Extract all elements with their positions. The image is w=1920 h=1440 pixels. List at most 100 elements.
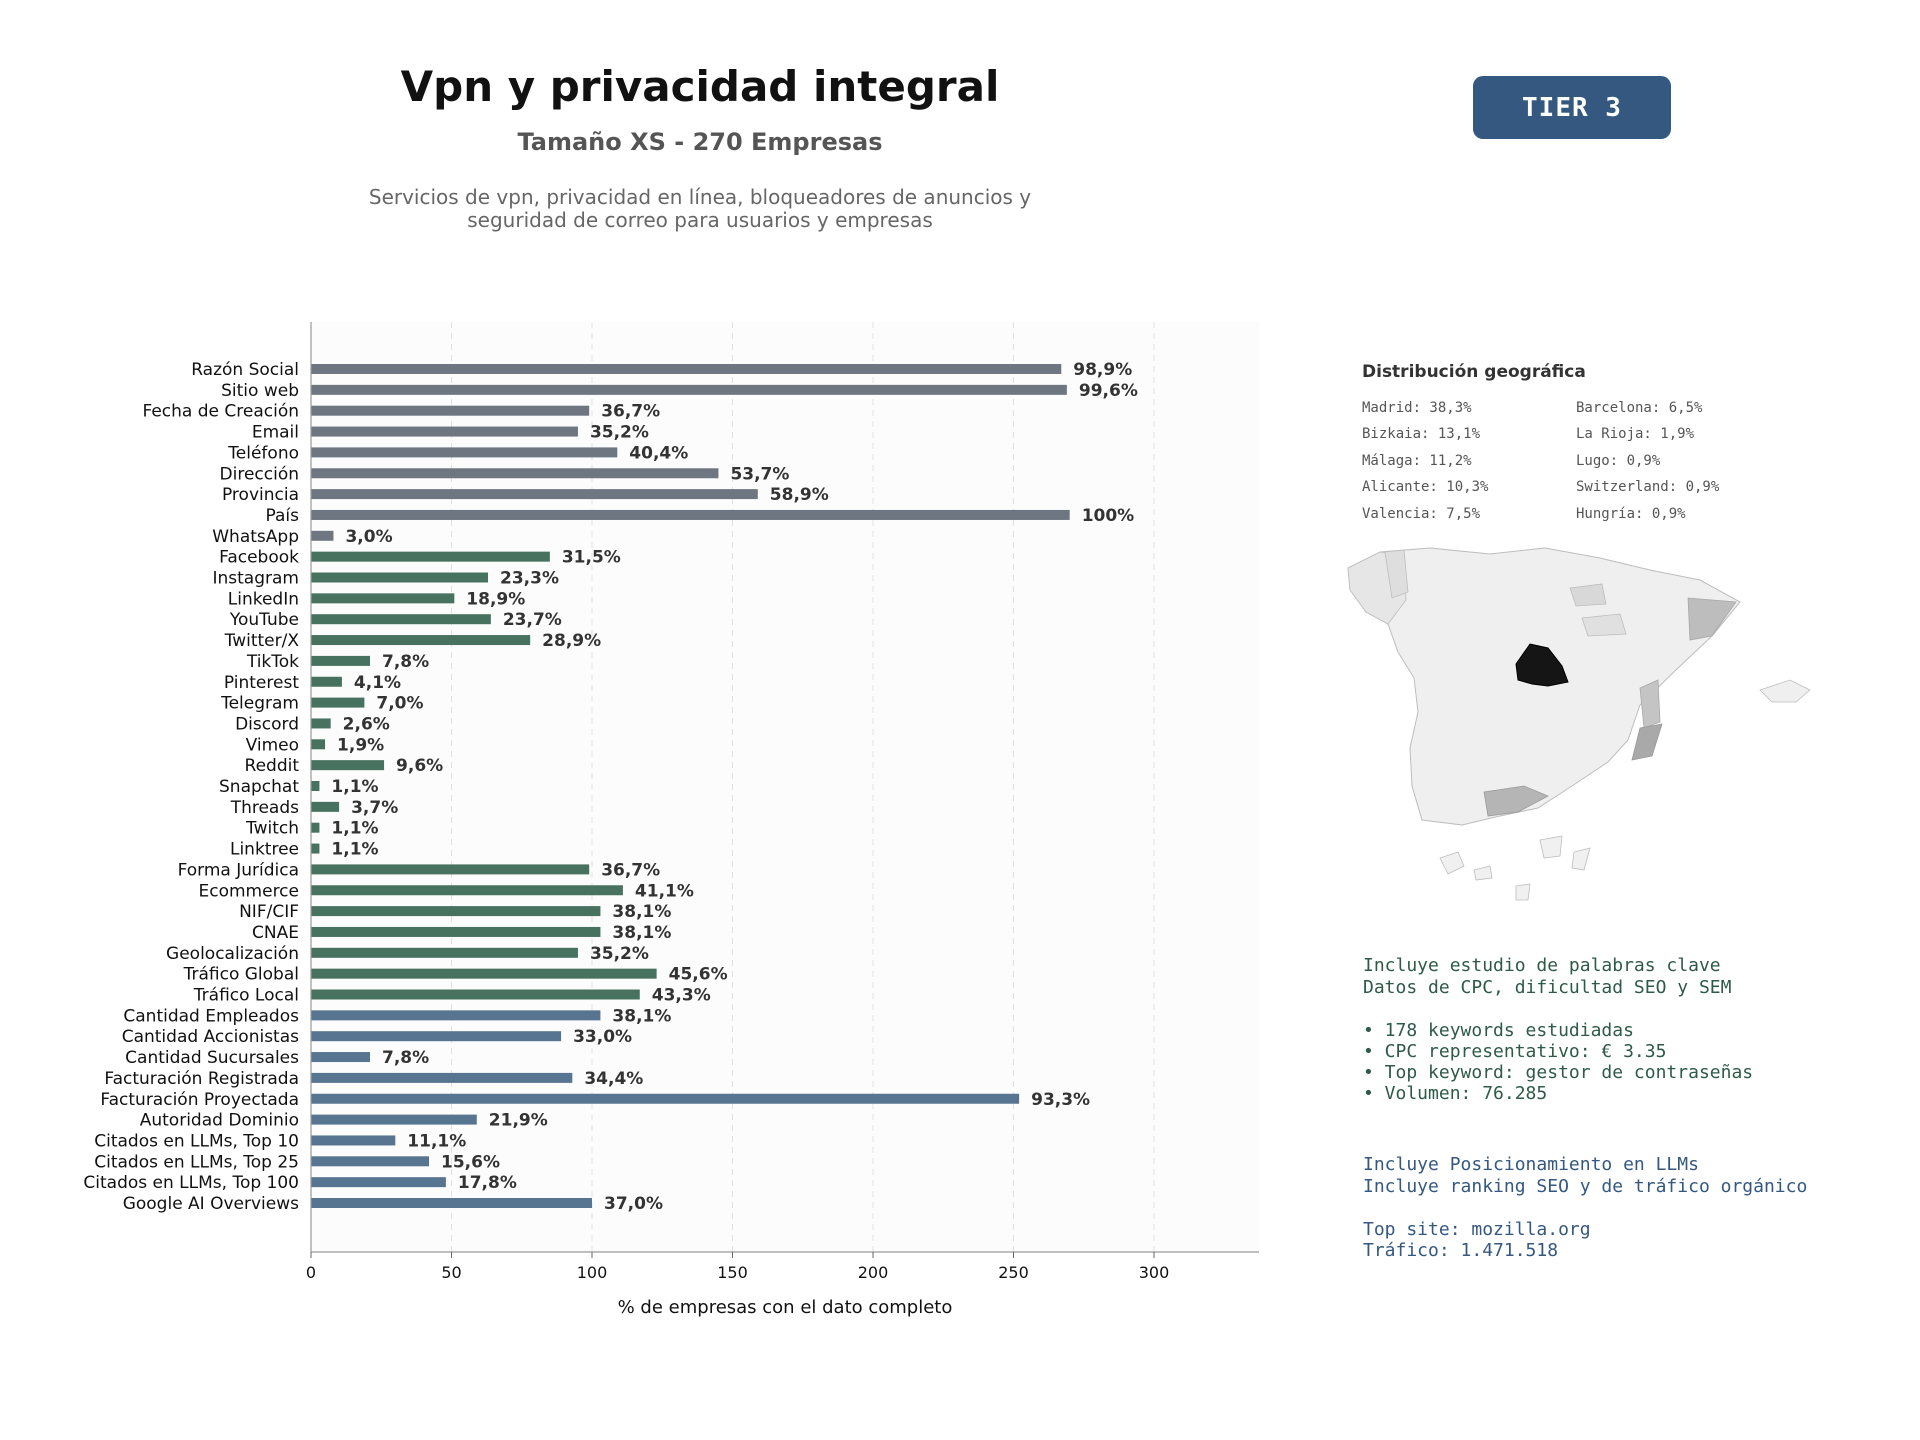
value-label: 100% [1082, 506, 1135, 526]
value-label: 18,9% [466, 589, 525, 609]
bar [311, 426, 578, 437]
bar [311, 1114, 477, 1125]
value-label: 41,1% [635, 881, 694, 901]
bar [311, 1072, 573, 1083]
value-label: 38,1% [612, 1006, 671, 1026]
value-label: 98,9% [1073, 360, 1132, 380]
llm-line-2: Incluye ranking SEO y de tráfico orgánic… [1363, 1176, 1808, 1197]
x-axis-label: % de empresas con el dato completo [618, 1297, 953, 1318]
region-malaga [1483, 785, 1549, 817]
value-label: 40,4% [629, 443, 688, 463]
value-label: 1,9% [337, 735, 384, 755]
category-label: Google AI Overviews [123, 1194, 299, 1214]
category-label: Vimeo [246, 735, 299, 755]
geo-item: Valencia: 7,5% [1362, 506, 1481, 522]
geo-item: Madrid: 38,3% [1362, 400, 1472, 416]
bar [311, 364, 1062, 374]
category-label: Citados en LLMs, Top 10 [94, 1131, 299, 1151]
value-label: 38,1% [612, 902, 671, 922]
value-label: 37,0% [604, 1194, 663, 1214]
bar [311, 509, 1070, 520]
bar [311, 593, 455, 604]
category-label: Email [252, 423, 299, 443]
category-label: Tráfico Local [193, 986, 299, 1006]
category-label: Facebook [219, 548, 299, 568]
value-label: 99,6% [1079, 381, 1138, 401]
category-label: YouTube [229, 610, 299, 630]
category-label: Facturación Proyectada [100, 1090, 299, 1110]
category-label: CNAE [252, 923, 299, 943]
value-label: 3,0% [345, 527, 392, 547]
value-label: 36,7% [601, 402, 660, 422]
value-label: 33,0% [573, 1027, 632, 1047]
region-valencia [1639, 679, 1661, 729]
top-site: Top site: mozilla.org [1363, 1219, 1591, 1240]
category-label: Dirección [220, 464, 299, 484]
category-label: Fecha de Creación [142, 402, 299, 422]
category-label: Snapchat [219, 777, 299, 797]
value-label: 38,1% [612, 923, 671, 943]
value-label: 93,3% [1031, 1090, 1090, 1110]
seo-bullet: • Volumen: 76.285 [1363, 1083, 1548, 1104]
value-label: 2,6% [343, 714, 390, 734]
seo-bullet: • CPC representativo: € 3.35 [1363, 1041, 1667, 1062]
bar [311, 489, 758, 500]
value-label: 1,1% [331, 777, 378, 797]
category-label: Forma Jurídica [178, 860, 299, 880]
bar [311, 822, 320, 833]
bar [311, 906, 601, 917]
value-label: 36,7% [601, 860, 660, 880]
geo-item: Switzerland: 0,9% [1576, 479, 1720, 495]
x-tick-label: 50 [441, 1263, 461, 1282]
value-label: 23,7% [503, 610, 562, 630]
region-lugo [1384, 549, 1409, 599]
bar [311, 655, 371, 666]
region-alicante [1631, 723, 1663, 761]
bar [311, 968, 657, 979]
x-tick-label: 150 [717, 1263, 748, 1282]
value-label: 7,8% [382, 1048, 429, 1068]
category-label: Reddit [245, 756, 300, 776]
description-line-1: Servicios de vpn, privacidad en línea, b… [368, 185, 1032, 209]
bar [311, 1156, 430, 1167]
value-label: 11,1% [407, 1131, 466, 1151]
value-label: 34,4% [584, 1069, 643, 1089]
region-la-rioja [1581, 613, 1627, 637]
map-peninsula [1347, 547, 1741, 826]
category-label: Razón Social [191, 360, 299, 380]
bar [311, 1135, 396, 1146]
bar [311, 739, 326, 750]
bar [311, 760, 385, 771]
value-label: 15,6% [441, 1152, 500, 1172]
seo-line-1: Incluye estudio de palabras clave [1363, 955, 1721, 976]
bar [311, 781, 320, 791]
category-label: Instagram [213, 569, 300, 589]
value-label: 21,9% [489, 1111, 548, 1131]
value-label: 35,2% [590, 944, 649, 964]
geo-item: Barcelona: 6,5% [1576, 400, 1703, 416]
bar [311, 1052, 371, 1063]
spain-map [1347, 547, 1811, 901]
category-label: Autoridad Dominio [140, 1111, 299, 1131]
category-label: Geolocalización [166, 944, 299, 964]
category-label: Cantidad Accionistas [122, 1027, 299, 1047]
tier-badge: TIER 3 [1473, 76, 1671, 139]
category-label: Twitter/X [224, 631, 300, 651]
bar [311, 551, 550, 562]
description-line-2: seguridad de correo para usuarios y empr… [467, 208, 933, 232]
value-label: 58,9% [770, 485, 829, 505]
value-label: 7,0% [376, 694, 423, 714]
plot-background [311, 322, 1259, 1252]
bar [311, 676, 342, 687]
category-label: LinkedIn [228, 589, 299, 609]
value-label: 31,5% [562, 548, 621, 568]
bar [311, 989, 640, 1000]
bar [311, 1177, 446, 1188]
x-tick-label: 0 [306, 1263, 316, 1282]
x-tick-label: 300 [1139, 1263, 1170, 1282]
value-label: 43,3% [652, 986, 711, 1006]
geo-item: Alicante: 10,3% [1362, 479, 1489, 495]
region-madrid [1515, 643, 1569, 687]
geo-item: La Rioja: 1,9% [1576, 426, 1695, 442]
